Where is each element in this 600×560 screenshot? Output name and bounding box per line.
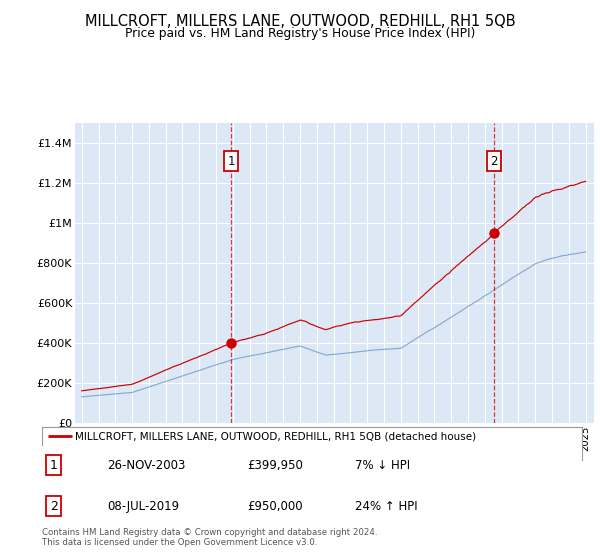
Text: 7% ↓ HPI: 7% ↓ HPI	[355, 459, 410, 472]
Text: Contains HM Land Registry data © Crown copyright and database right 2024.
This d: Contains HM Land Registry data © Crown c…	[42, 528, 377, 547]
Text: £950,000: £950,000	[247, 500, 303, 513]
Text: HPI: Average price, detached house, Tandridge: HPI: Average price, detached house, Tand…	[76, 448, 319, 458]
Text: £399,950: £399,950	[247, 459, 303, 472]
Text: Price paid vs. HM Land Registry's House Price Index (HPI): Price paid vs. HM Land Registry's House …	[125, 27, 475, 40]
Text: MILLCROFT, MILLERS LANE, OUTWOOD, REDHILL, RH1 5QB (detached house): MILLCROFT, MILLERS LANE, OUTWOOD, REDHIL…	[76, 431, 476, 441]
Text: 08-JUL-2019: 08-JUL-2019	[107, 500, 179, 513]
Text: 2: 2	[50, 500, 58, 513]
Text: 2: 2	[490, 155, 497, 167]
Text: 24% ↑ HPI: 24% ↑ HPI	[355, 500, 418, 513]
Text: 1: 1	[50, 459, 58, 472]
Text: 26-NOV-2003: 26-NOV-2003	[107, 459, 185, 472]
Text: 1: 1	[227, 155, 235, 167]
Text: MILLCROFT, MILLERS LANE, OUTWOOD, REDHILL, RH1 5QB: MILLCROFT, MILLERS LANE, OUTWOOD, REDHIL…	[85, 14, 515, 29]
